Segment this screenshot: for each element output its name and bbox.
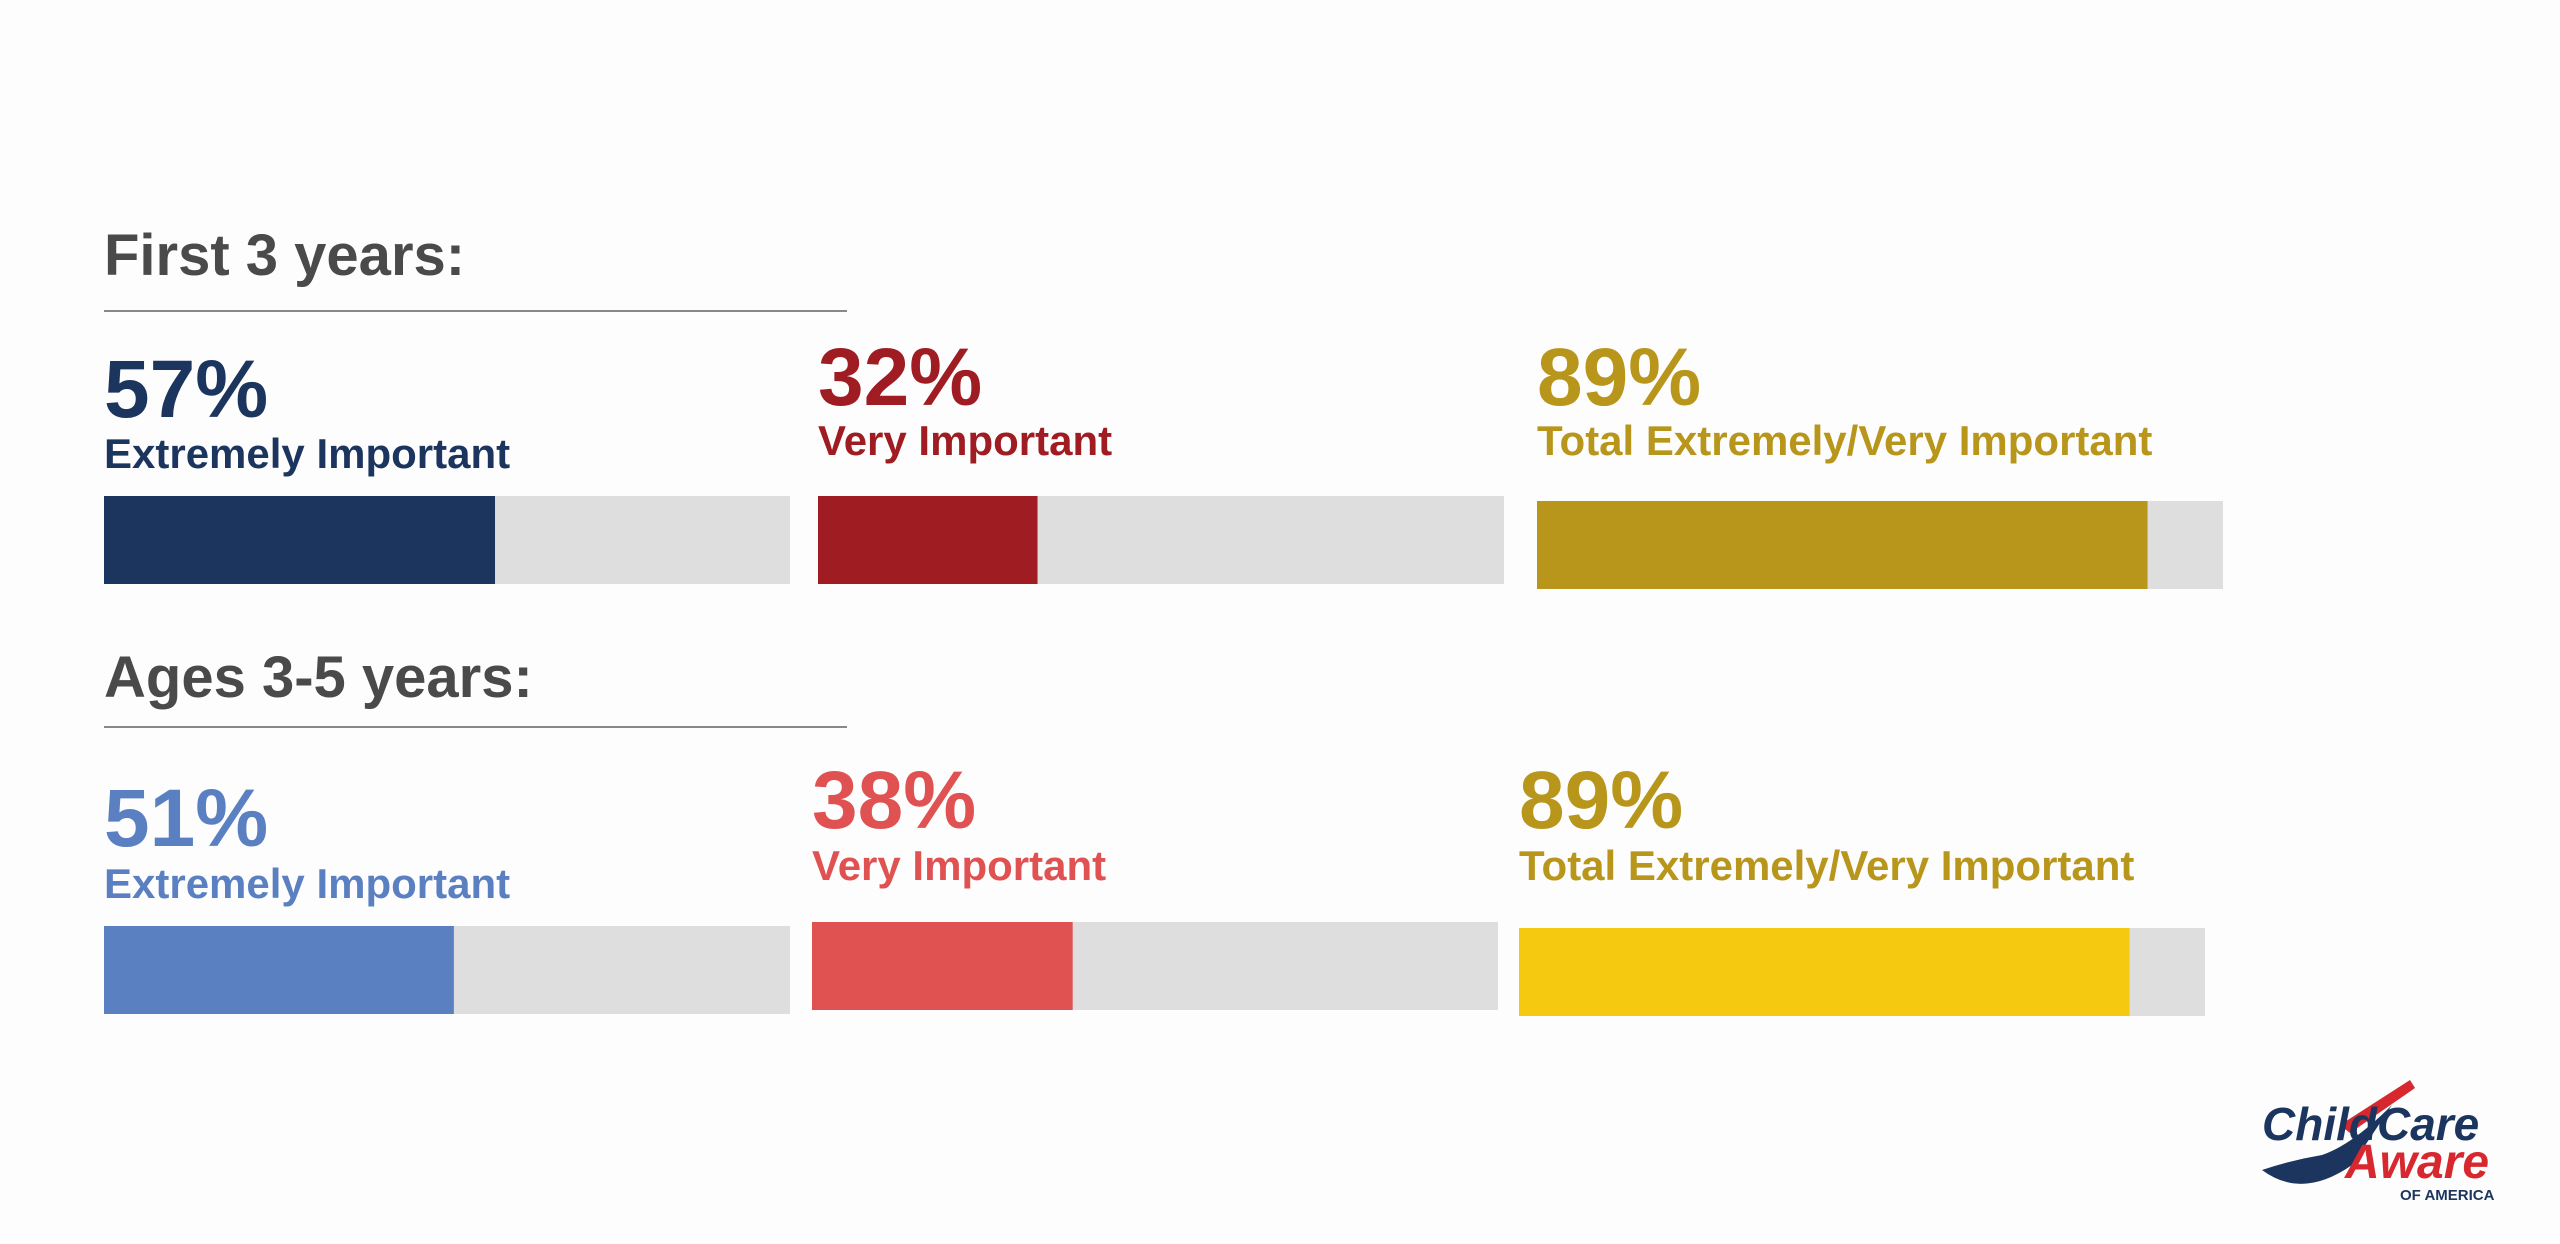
category-label: Very Important (812, 842, 1106, 889)
percent-label: 51% (104, 773, 268, 864)
bar (1519, 928, 2130, 1016)
category-label: Extremely Important (104, 860, 510, 907)
section-title: First 3 years: (104, 223, 465, 288)
logo-sub: OF AMERICA (2400, 1187, 2495, 1204)
section-title: Ages 3-5 years: (104, 645, 533, 710)
logo-word: Aware (2344, 1136, 2489, 1189)
percent-label: 89% (1519, 755, 1683, 846)
percent-label: 57% (104, 344, 268, 435)
logo: ChildCare Aware OF AMERICA (2262, 1080, 2495, 1204)
percent-label: 38% (812, 755, 976, 846)
bar (1537, 501, 2148, 589)
percent-label: 89% (1537, 332, 1701, 423)
bar (818, 496, 1038, 584)
bar (104, 926, 454, 1014)
logo-check (2340, 1080, 2415, 1133)
category-label: Total Extremely/Very Important (1537, 417, 2152, 464)
bar (104, 496, 496, 584)
bar (812, 922, 1073, 1010)
logo-mark (2262, 1105, 2392, 1184)
category-label: Extremely Important (104, 430, 510, 477)
percent-label: 32% (818, 332, 982, 423)
category-label: Very Important (818, 417, 1112, 464)
logo-word: ChildCare (2262, 1098, 2479, 1150)
category-label: Total Extremely/Very Important (1519, 842, 2134, 889)
